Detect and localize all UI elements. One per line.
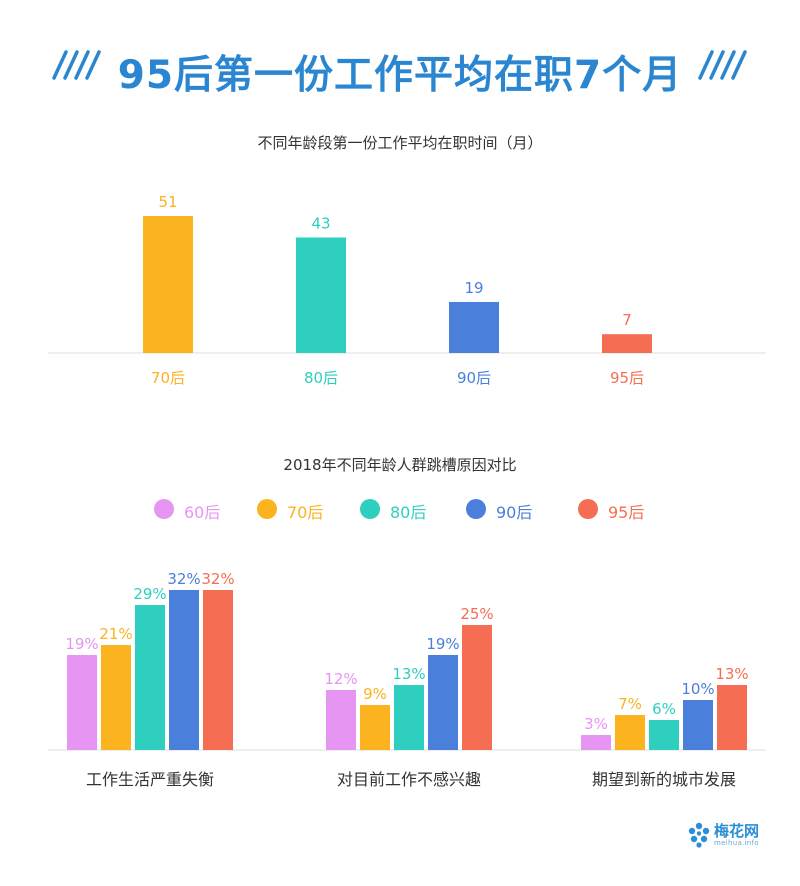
bar-value-label: 19% bbox=[426, 635, 459, 653]
bar-value-label: 6% bbox=[652, 700, 676, 718]
left-slashes-decoration bbox=[52, 50, 101, 80]
legend-swatch bbox=[360, 499, 380, 519]
bar-70后 bbox=[101, 645, 131, 750]
bar-value-label: 43 bbox=[311, 214, 330, 232]
category-label: 对目前工作不感兴趣 bbox=[337, 770, 481, 789]
bar-60后 bbox=[326, 690, 356, 750]
bar-value-label: 7% bbox=[618, 695, 642, 713]
legend-swatch bbox=[257, 499, 277, 519]
category-label: 80后 bbox=[304, 369, 338, 387]
bar-95后 bbox=[602, 334, 652, 353]
bar-60后 bbox=[581, 735, 611, 750]
chart2-title: 2018年不同年龄人群跳槽原因对比 bbox=[283, 456, 517, 474]
category-label: 工作生活严重失衡 bbox=[86, 770, 214, 789]
logo-name: 梅花网 bbox=[714, 822, 760, 840]
bar-value-label: 19 bbox=[464, 279, 483, 297]
bar-value-label: 13% bbox=[715, 665, 748, 683]
bar-value-label: 12% bbox=[324, 670, 357, 688]
bar-80后 bbox=[296, 237, 346, 353]
bar-95后 bbox=[203, 590, 233, 750]
bar-90后 bbox=[683, 700, 713, 750]
bar-value-label: 19% bbox=[65, 635, 98, 653]
bar-70后 bbox=[615, 715, 645, 750]
bar-90后 bbox=[428, 655, 458, 750]
legend-label: 60后 bbox=[184, 503, 221, 522]
legend-label: 80后 bbox=[390, 503, 427, 522]
bar-value-label: 32% bbox=[201, 570, 234, 588]
legend-swatch bbox=[466, 499, 486, 519]
legend-label: 90后 bbox=[496, 503, 533, 522]
bar-value-label: 32% bbox=[167, 570, 200, 588]
category-label: 95后 bbox=[610, 369, 644, 387]
bar-value-label: 21% bbox=[99, 625, 132, 643]
category-label: 70后 bbox=[151, 369, 185, 387]
bar-80后 bbox=[135, 605, 165, 750]
legend-label: 70后 bbox=[287, 503, 324, 522]
bar-80后 bbox=[394, 685, 424, 750]
bar-70后 bbox=[360, 705, 390, 750]
chart2-legend: 60后 70后 80后 90后 95后 bbox=[0, 496, 800, 524]
legend-swatch bbox=[154, 499, 174, 519]
bar-value-label: 10% bbox=[681, 680, 714, 698]
bar-95后 bbox=[717, 685, 747, 750]
bar-80后 bbox=[649, 720, 679, 750]
bar-95后 bbox=[462, 625, 492, 750]
bar-value-label: 13% bbox=[392, 665, 425, 683]
bar-value-label: 9% bbox=[363, 685, 387, 703]
bar-value-label: 29% bbox=[133, 585, 166, 603]
logo-url: meihua.info bbox=[714, 839, 759, 847]
header: 95后第一份工作平均在职7个月 bbox=[0, 38, 800, 102]
bar-value-label: 3% bbox=[584, 715, 608, 733]
flower-logo-icon bbox=[688, 822, 710, 848]
bar-90后 bbox=[169, 590, 199, 750]
legend-label: 95后 bbox=[608, 503, 645, 522]
right-slashes-decoration bbox=[698, 50, 747, 80]
bar-70后 bbox=[143, 216, 193, 353]
meihua-logo: 梅花网 meihua.info bbox=[688, 820, 778, 850]
category-label: 期望到新的城市发展 bbox=[592, 770, 736, 789]
bar-90后 bbox=[449, 301, 499, 353]
legend-swatch bbox=[578, 499, 598, 519]
main-title: 95后第一份工作平均在职7个月 bbox=[117, 53, 683, 98]
category-label: 90后 bbox=[457, 369, 491, 387]
bar-value-label: 25% bbox=[460, 605, 493, 623]
bar-60后 bbox=[67, 655, 97, 750]
bar-value-label: 51 bbox=[158, 193, 177, 211]
chart1-title: 不同年龄段第一份工作平均在职时间（月） bbox=[257, 134, 543, 152]
bar-value-label: 7 bbox=[622, 311, 632, 329]
